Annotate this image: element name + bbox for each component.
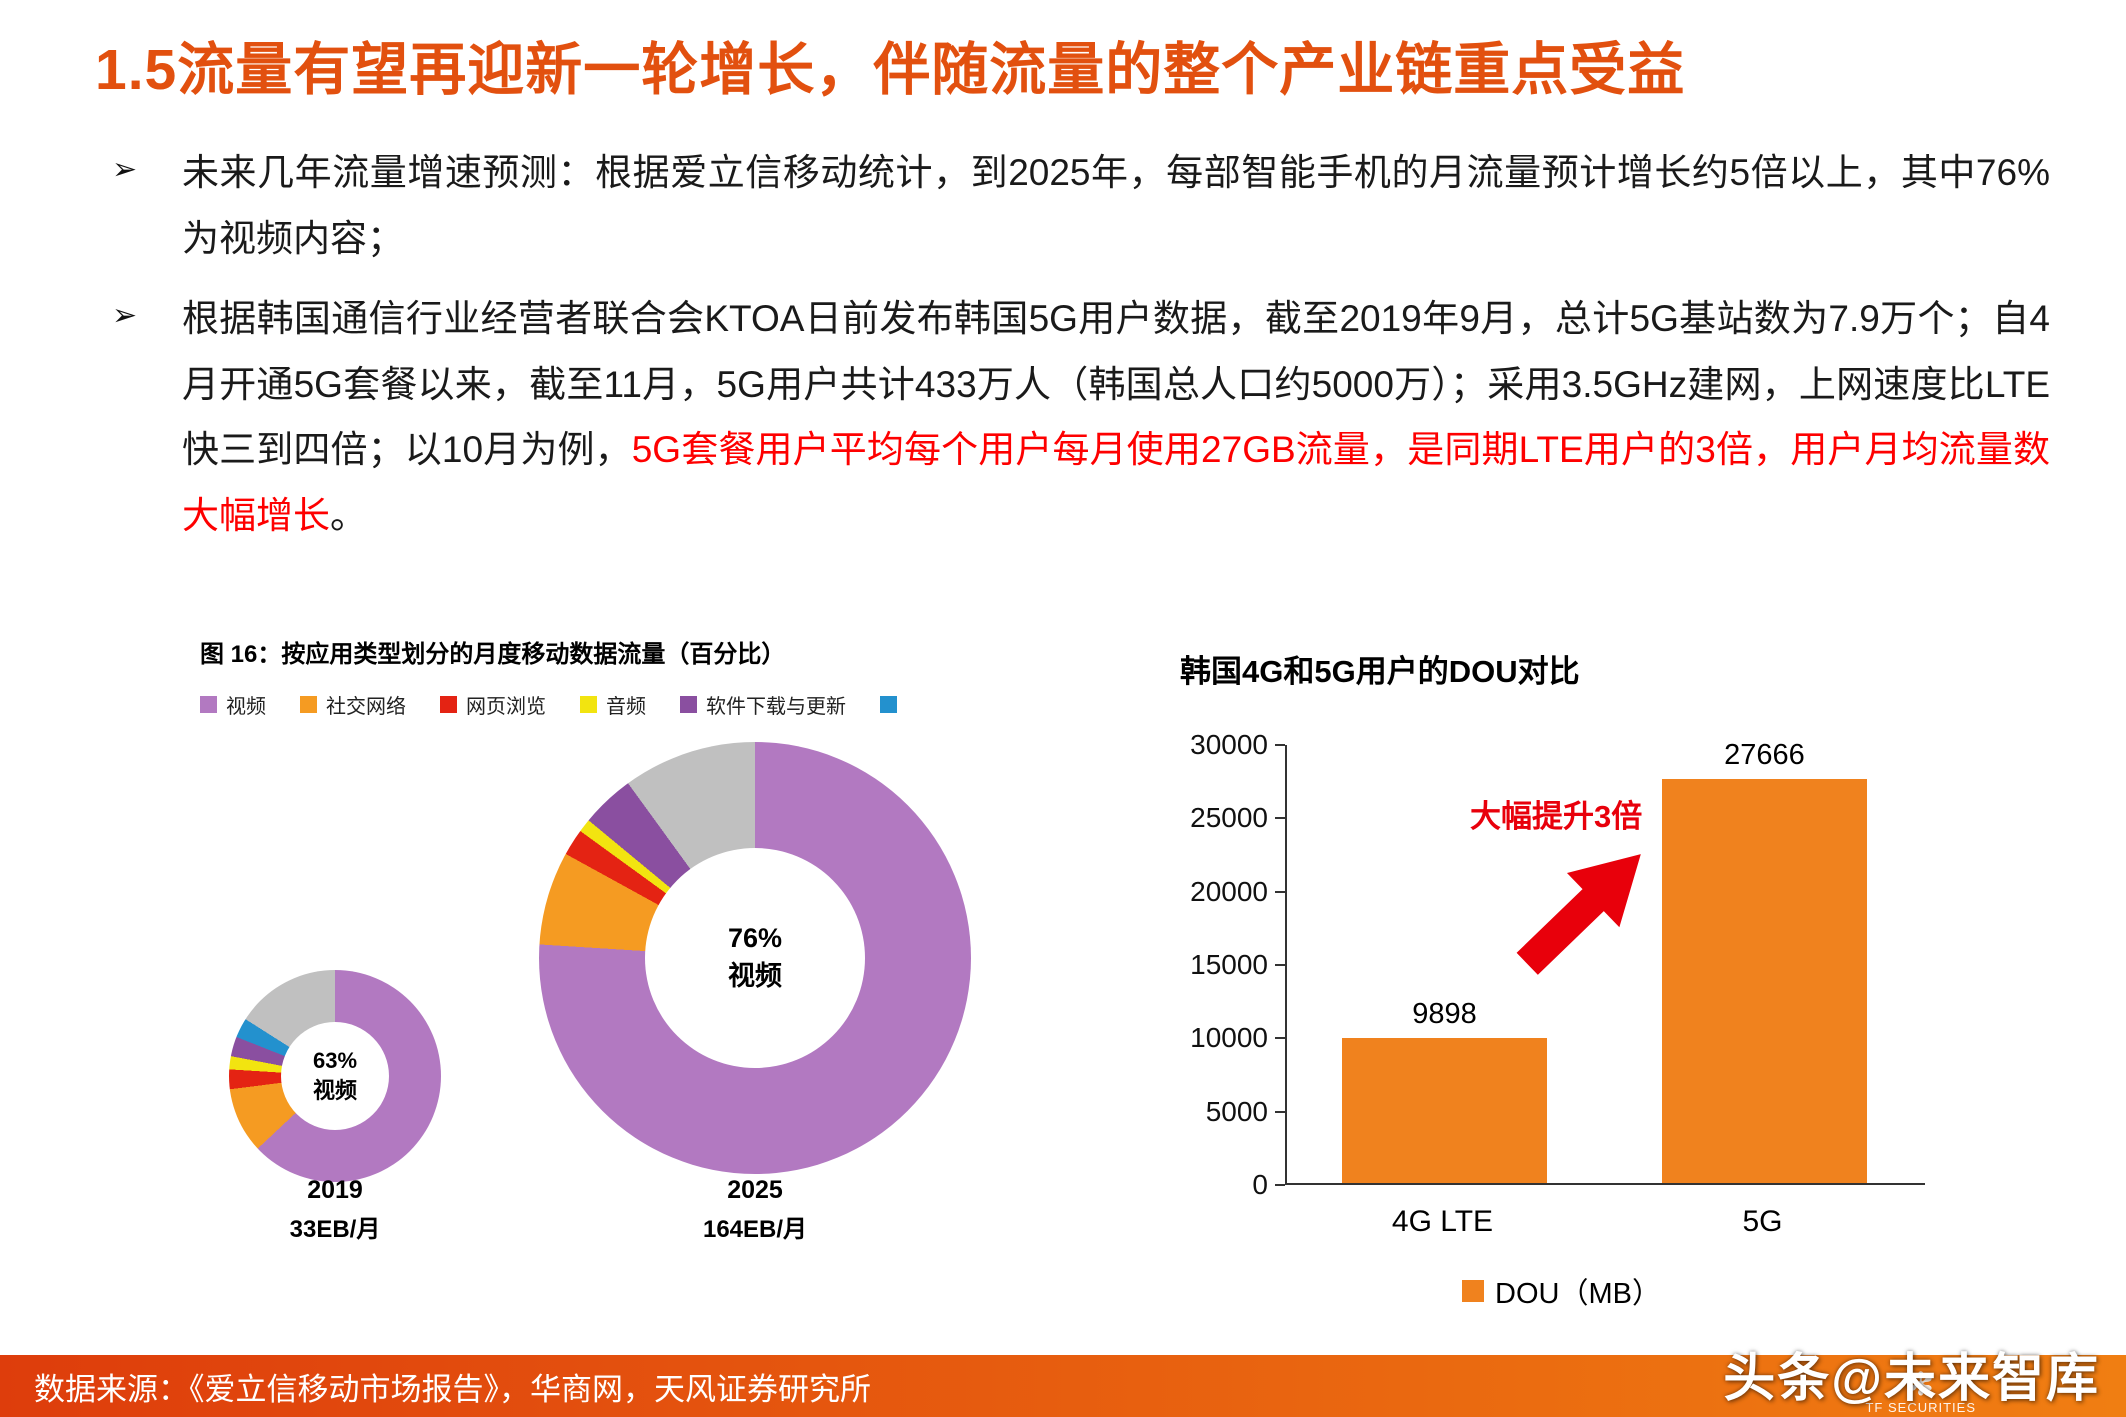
bullet-item-1: ➢ 未来几年流量增速预测：根据爱立信移动统计，到2025年，每部智能手机的月流量… [112, 140, 2050, 272]
x-label-5g: 5G [1742, 1205, 1783, 1238]
bar-value-label: 27666 [1724, 739, 1805, 771]
watermark: 头条@未来智库 [1723, 1350, 2100, 1408]
x-label-4g-lte: 4G LTE [1391, 1205, 1494, 1238]
bullet-text-1: 未来几年流量增速预测：根据爱立信移动统计，到2025年，每部智能手机的月流量预计… [182, 140, 2050, 272]
caption-year: 2019 [307, 1176, 363, 1204]
y-tick-label: 0 [1252, 1169, 1285, 1200]
dou-bar-chart: 韩国4G和5G用户的DOU对比 30000 25000 20000 15000 … [1100, 620, 2110, 1350]
center-percent: 76% [727, 923, 783, 954]
bullet-item-2: ➢ 根据韩国通信行业经营者联合会KTOA日前发布韩国5G用户数据，截至2019年… [112, 286, 2050, 549]
donut-2025: 76% 视频 [539, 742, 971, 1174]
donut-2025-center-label: 76% 视频 [645, 848, 865, 1068]
data-source-text: 数据来源：《爱立信移动市场报告》，华商网，天风证券研究所 [34, 1371, 871, 1407]
legend-swatch [880, 696, 897, 713]
legend-swatch [1462, 1280, 1484, 1302]
donut-caption-2025: 2025 164EB/月 [635, 1176, 875, 1244]
figure-16-donut-chart: 图 16：按应用类型划分的月度移动数据流量（百分比） 视频 社交网络 网页浏览 … [0, 620, 1080, 1330]
legend-swatch [300, 696, 317, 713]
bar-4g-lte [1342, 1038, 1547, 1183]
legend-swatch [440, 696, 457, 713]
donut-2019-center-label: 63% 视频 [281, 1022, 389, 1130]
figure-title: 图 16：按应用类型划分的月度移动数据流量（百分比） [200, 641, 786, 668]
legend-swatch [580, 696, 597, 713]
y-tick-label: 20000 [1190, 876, 1285, 907]
y-tick-label: 10000 [1190, 1023, 1285, 1053]
caption-year: 2025 [727, 1176, 783, 1204]
bullet-text-2: 根据韩国通信行业经营者联合会KTOA日前发布韩国5G用户数据，截至2019年9月… [182, 286, 2050, 549]
legend-label: DOU（MB） [1495, 1278, 1661, 1310]
legend-label: 软件下载与更新 [706, 696, 846, 718]
donut-caption-2019: 2019 33EB/月 [215, 1176, 455, 1244]
y-axis: 30000 25000 20000 15000 10000 5000 0 [1155, 730, 1285, 1200]
y-tick-label: 25000 [1190, 803, 1285, 833]
footer-bar: 数据来源：《爱立信移动市场报告》，华商网，天风证券研究所 [0, 1355, 2126, 1417]
growth-arrow-icon [1516, 854, 1641, 975]
center-percent: 63% [312, 1048, 358, 1074]
chart-title: 韩国4G和5G用户的DOU对比 [1180, 654, 1580, 689]
legend-swatch [680, 696, 697, 713]
center-category: 视频 [312, 1078, 357, 1103]
text-segment: 。 [330, 495, 367, 537]
legend-label: 社交网络 [326, 696, 406, 718]
bar-value-label: 9898 [1412, 998, 1477, 1030]
page-title: 1.5流量有望再迎新一轮增长，伴随流量的整个产业链重点受益 [95, 38, 1686, 102]
bullet-arrow-icon: ➢ [112, 298, 138, 332]
tf-logo-icon: ✻ [1907, 1365, 1935, 1402]
legend-label: 音频 [606, 696, 646, 718]
legend-label: 网页浏览 [466, 696, 546, 718]
tf-securities-logo: ✻ TF SECURITIES [1865, 1365, 1976, 1416]
tf-logo-text: TF SECURITIES [1865, 1400, 1976, 1416]
highlighted-text-segment: 5G套餐用户平均每个用户每月使用27GB流量，是同期LTE用户的3倍，用户月均流… [182, 429, 2050, 537]
bullet-arrow-icon: ➢ [112, 153, 138, 186]
legend-item-other [880, 696, 906, 713]
annotation-text: 大幅提升3倍 [1470, 799, 1643, 834]
legend-item-social: 社交网络 [300, 690, 406, 719]
y-tick-label: 5000 [1206, 1096, 1285, 1127]
caption-volume: 164EB/月 [702, 1216, 808, 1243]
bar-group-4g-lte: 9898 [1342, 998, 1547, 1183]
center-category: 视频 [728, 961, 782, 991]
legend-item-web: 网页浏览 [440, 690, 546, 719]
bar-chart-legend: DOU（MB） [1462, 1270, 1661, 1312]
legend-item-software: 软件下载与更新 [680, 690, 846, 719]
bar-group-5g: 27666 [1662, 739, 1867, 1183]
legend-label: 视频 [226, 696, 266, 718]
donut-chart-legend: 视频 社交网络 网页浏览 音频 软件下载与更新 [200, 690, 906, 719]
legend-item-audio: 音频 [580, 690, 646, 719]
legend-item-video: 视频 [200, 690, 266, 719]
y-tick-label: 30000 [1190, 730, 1285, 760]
bar-5g [1662, 779, 1867, 1183]
text-segment: 未来几年流量增速预测：根据爱立信移动统计，到2025年，每部智能手机的月流量预计… [182, 152, 2050, 259]
legend-swatch [200, 696, 217, 713]
plot-area: 9898 27666 大幅提升3倍 [1285, 739, 1925, 1185]
y-tick-label: 15000 [1190, 949, 1285, 980]
donut-2019: 63% 视频 [229, 970, 441, 1182]
bullet-list: ➢ 未来几年流量增速预测：根据爱立信移动统计，到2025年，每部智能手机的月流量… [112, 140, 2050, 563]
caption-volume: 33EB/月 [289, 1216, 381, 1243]
text-segment: 根据韩国通信行业经营者联合会KTOA日前发布韩国5G用户数据，截至2019年9月… [182, 297, 2050, 471]
